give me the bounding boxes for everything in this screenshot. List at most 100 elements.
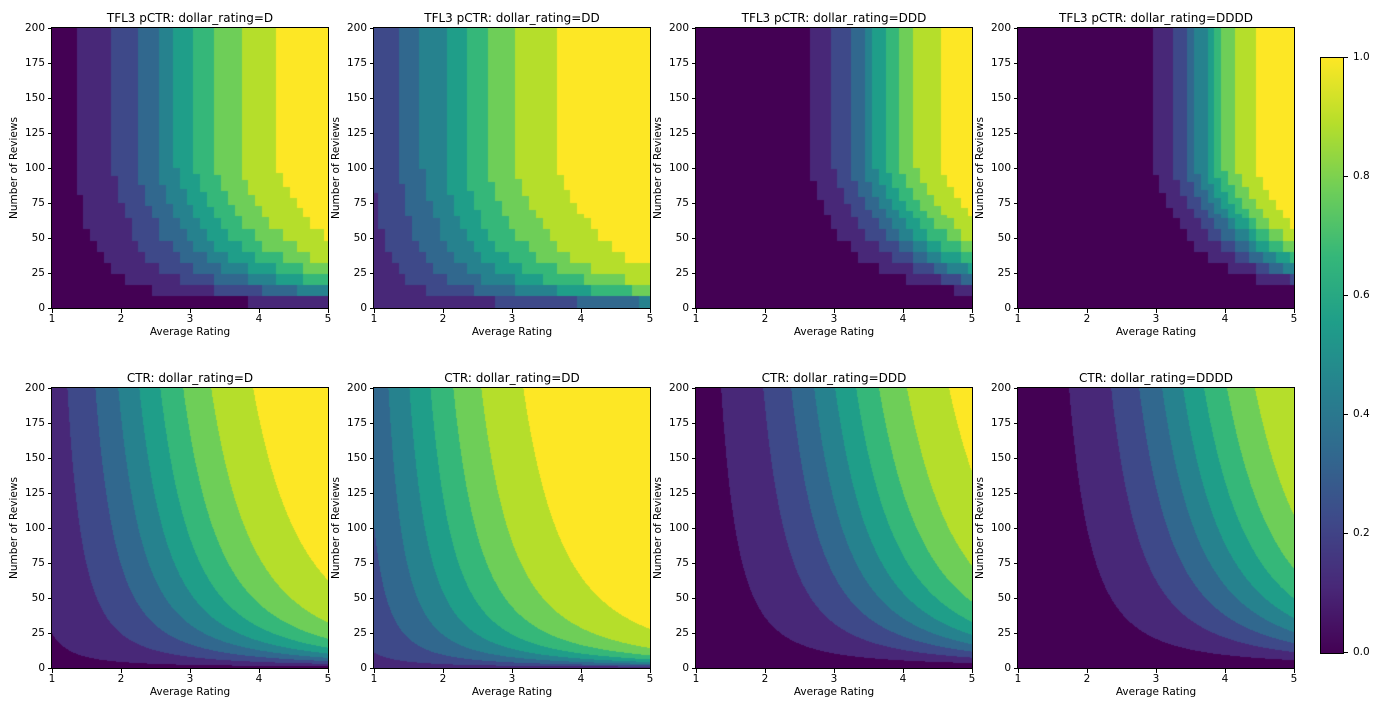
x-tick-label: 2 xyxy=(761,313,769,325)
x-axis-label: Average Rating xyxy=(1115,326,1197,338)
y-tick-label: 150 xyxy=(24,451,45,464)
y-tick-mark xyxy=(370,457,374,459)
y-tick-label: 175 xyxy=(24,57,45,69)
x-axis-ticks: 1 2 3 4 5 xyxy=(370,308,653,325)
y-tick-mark xyxy=(370,203,374,204)
x-tick-mark xyxy=(650,668,651,673)
x-tick-mark xyxy=(1087,668,1088,673)
contour-plot-canvas xyxy=(373,27,651,309)
y-tick-mark xyxy=(692,28,696,29)
x-tick-label: 2 xyxy=(439,313,447,325)
y-tick-mark xyxy=(692,527,696,529)
x-tick-label: 1 xyxy=(370,313,378,325)
y-tick-mark xyxy=(692,457,696,459)
colorbar-tick-label: 0.0 xyxy=(1353,646,1370,658)
y-axis-ticks: 0 25 50 75 100 125 150 175 200 xyxy=(666,22,696,314)
contour-plot-canvas xyxy=(51,386,329,669)
colorbar-gradient xyxy=(1320,57,1344,654)
y-tick-mark xyxy=(1014,597,1018,599)
x-tick-label: 5 xyxy=(968,672,976,685)
y-tick-label: 25 xyxy=(997,267,1011,279)
y-tick-label: 0 xyxy=(38,661,45,674)
y-axis-label-wrap: Number of Reviews xyxy=(328,28,344,308)
y-tick-label: 50 xyxy=(675,591,689,604)
y-axis-label-wrap: Number of Reviews xyxy=(650,388,666,668)
x-tick-label: 3 xyxy=(186,313,194,325)
x-tick-mark xyxy=(374,309,375,313)
subplot-body: Number of Reviews 0 25 50 75 100 125 150 175 200 xyxy=(328,382,651,674)
y-axis-ticks: 0 25 50 75 100 125 150 175 200 xyxy=(666,382,696,674)
y-axis-label-wrap: Number of Reviews xyxy=(650,28,666,308)
x-tick-mark xyxy=(1156,309,1157,313)
y-tick-mark xyxy=(48,387,52,389)
y-tick-label: 100 xyxy=(668,162,689,174)
x-tick-mark xyxy=(121,309,122,313)
y-tick-label: 25 xyxy=(675,267,689,279)
subplot-title: CTR: dollar_rating=DD xyxy=(444,370,580,385)
y-tick-label: 200 xyxy=(24,381,45,394)
x-tick-label: 1 xyxy=(1014,672,1022,685)
y-tick-label: 50 xyxy=(353,591,367,604)
colorbar-tick-label: 0.6 xyxy=(1353,289,1370,301)
y-tick-label: 50 xyxy=(31,591,45,604)
contour-subplot-ctr-dd: CTR: dollar_rating=DD Number of Reviews … xyxy=(328,368,653,711)
y-tick-mark xyxy=(1014,387,1018,389)
y-tick-mark xyxy=(370,597,374,599)
y-axis-label-wrap: Number of Reviews xyxy=(6,388,22,668)
y-tick-mark xyxy=(48,28,52,29)
colorbar-tick-mark xyxy=(1344,414,1348,415)
y-tick-mark xyxy=(48,168,52,169)
y-tick-label: 100 xyxy=(990,162,1011,174)
y-tick-label: 150 xyxy=(990,451,1011,464)
x-tick-label: 2 xyxy=(117,313,125,325)
y-tick-mark xyxy=(48,597,52,599)
colorbar: 0.0 0.2 0.4 0.6 0.8 1.0 xyxy=(1294,8,1386,711)
x-tick-label: 5 xyxy=(1290,672,1298,685)
contour-subplot-pctr-d: TFL3 pCTR: dollar_rating=D Number of Rev… xyxy=(6,8,331,352)
y-tick-mark xyxy=(1014,667,1018,669)
x-axis-label: Average Rating xyxy=(149,685,231,698)
y-tick-label: 200 xyxy=(346,22,367,34)
y-tick-label: 50 xyxy=(997,232,1011,244)
y-tick-mark xyxy=(692,273,696,274)
y-tick-mark xyxy=(48,238,52,239)
y-tick-mark xyxy=(692,667,696,669)
contour-plot-canvas xyxy=(1017,27,1295,309)
subplot-title: TFL3 pCTR: dollar_rating=DDD xyxy=(741,11,927,25)
y-tick-mark xyxy=(692,63,696,64)
colorbar-tick-mark xyxy=(1344,176,1348,177)
y-tick-label: 125 xyxy=(668,486,689,499)
y-tick-mark xyxy=(48,133,52,134)
x-axis-ticks: 1 2 3 4 5 xyxy=(49,668,331,685)
y-tick-mark xyxy=(48,98,52,99)
x-tick-label: 1 xyxy=(370,672,378,685)
x-tick-mark xyxy=(443,309,444,313)
x-tick-label: 5 xyxy=(646,313,654,325)
x-tick-mark xyxy=(972,309,973,313)
x-axis-ticks: 1 2 3 4 5 xyxy=(692,668,975,685)
y-tick-label: 200 xyxy=(346,381,367,394)
y-tick-mark xyxy=(1014,492,1018,494)
y-tick-label: 75 xyxy=(675,197,689,209)
x-tick-label: 1 xyxy=(692,672,700,685)
y-tick-mark xyxy=(370,273,374,274)
y-axis-ticks: 0 25 50 75 100 125 150 175 200 xyxy=(344,22,374,314)
y-tick-mark xyxy=(370,98,374,99)
x-tick-label: 1 xyxy=(48,313,56,325)
y-tick-mark xyxy=(48,63,52,64)
contour-subplot-ctr-dddd: CTR: dollar_rating=DDDD Number of Review… xyxy=(972,368,1297,711)
x-tick-mark xyxy=(52,668,53,673)
y-tick-mark xyxy=(1014,422,1018,424)
x-tick-label: 5 xyxy=(1290,313,1298,325)
x-tick-label: 5 xyxy=(968,313,976,325)
x-axis-label: Average Rating xyxy=(1115,685,1197,698)
x-tick-mark xyxy=(696,309,697,313)
x-axis-ticks: 1 2 3 4 5 xyxy=(1014,668,1297,685)
y-tick-label: 100 xyxy=(346,521,367,534)
y-tick-label: 125 xyxy=(668,127,689,139)
x-tick-mark xyxy=(834,309,835,313)
y-tick-label: 150 xyxy=(24,92,45,104)
y-tick-mark xyxy=(370,562,374,564)
x-axis-label: Average Rating xyxy=(793,685,875,698)
y-tick-mark xyxy=(692,632,696,634)
